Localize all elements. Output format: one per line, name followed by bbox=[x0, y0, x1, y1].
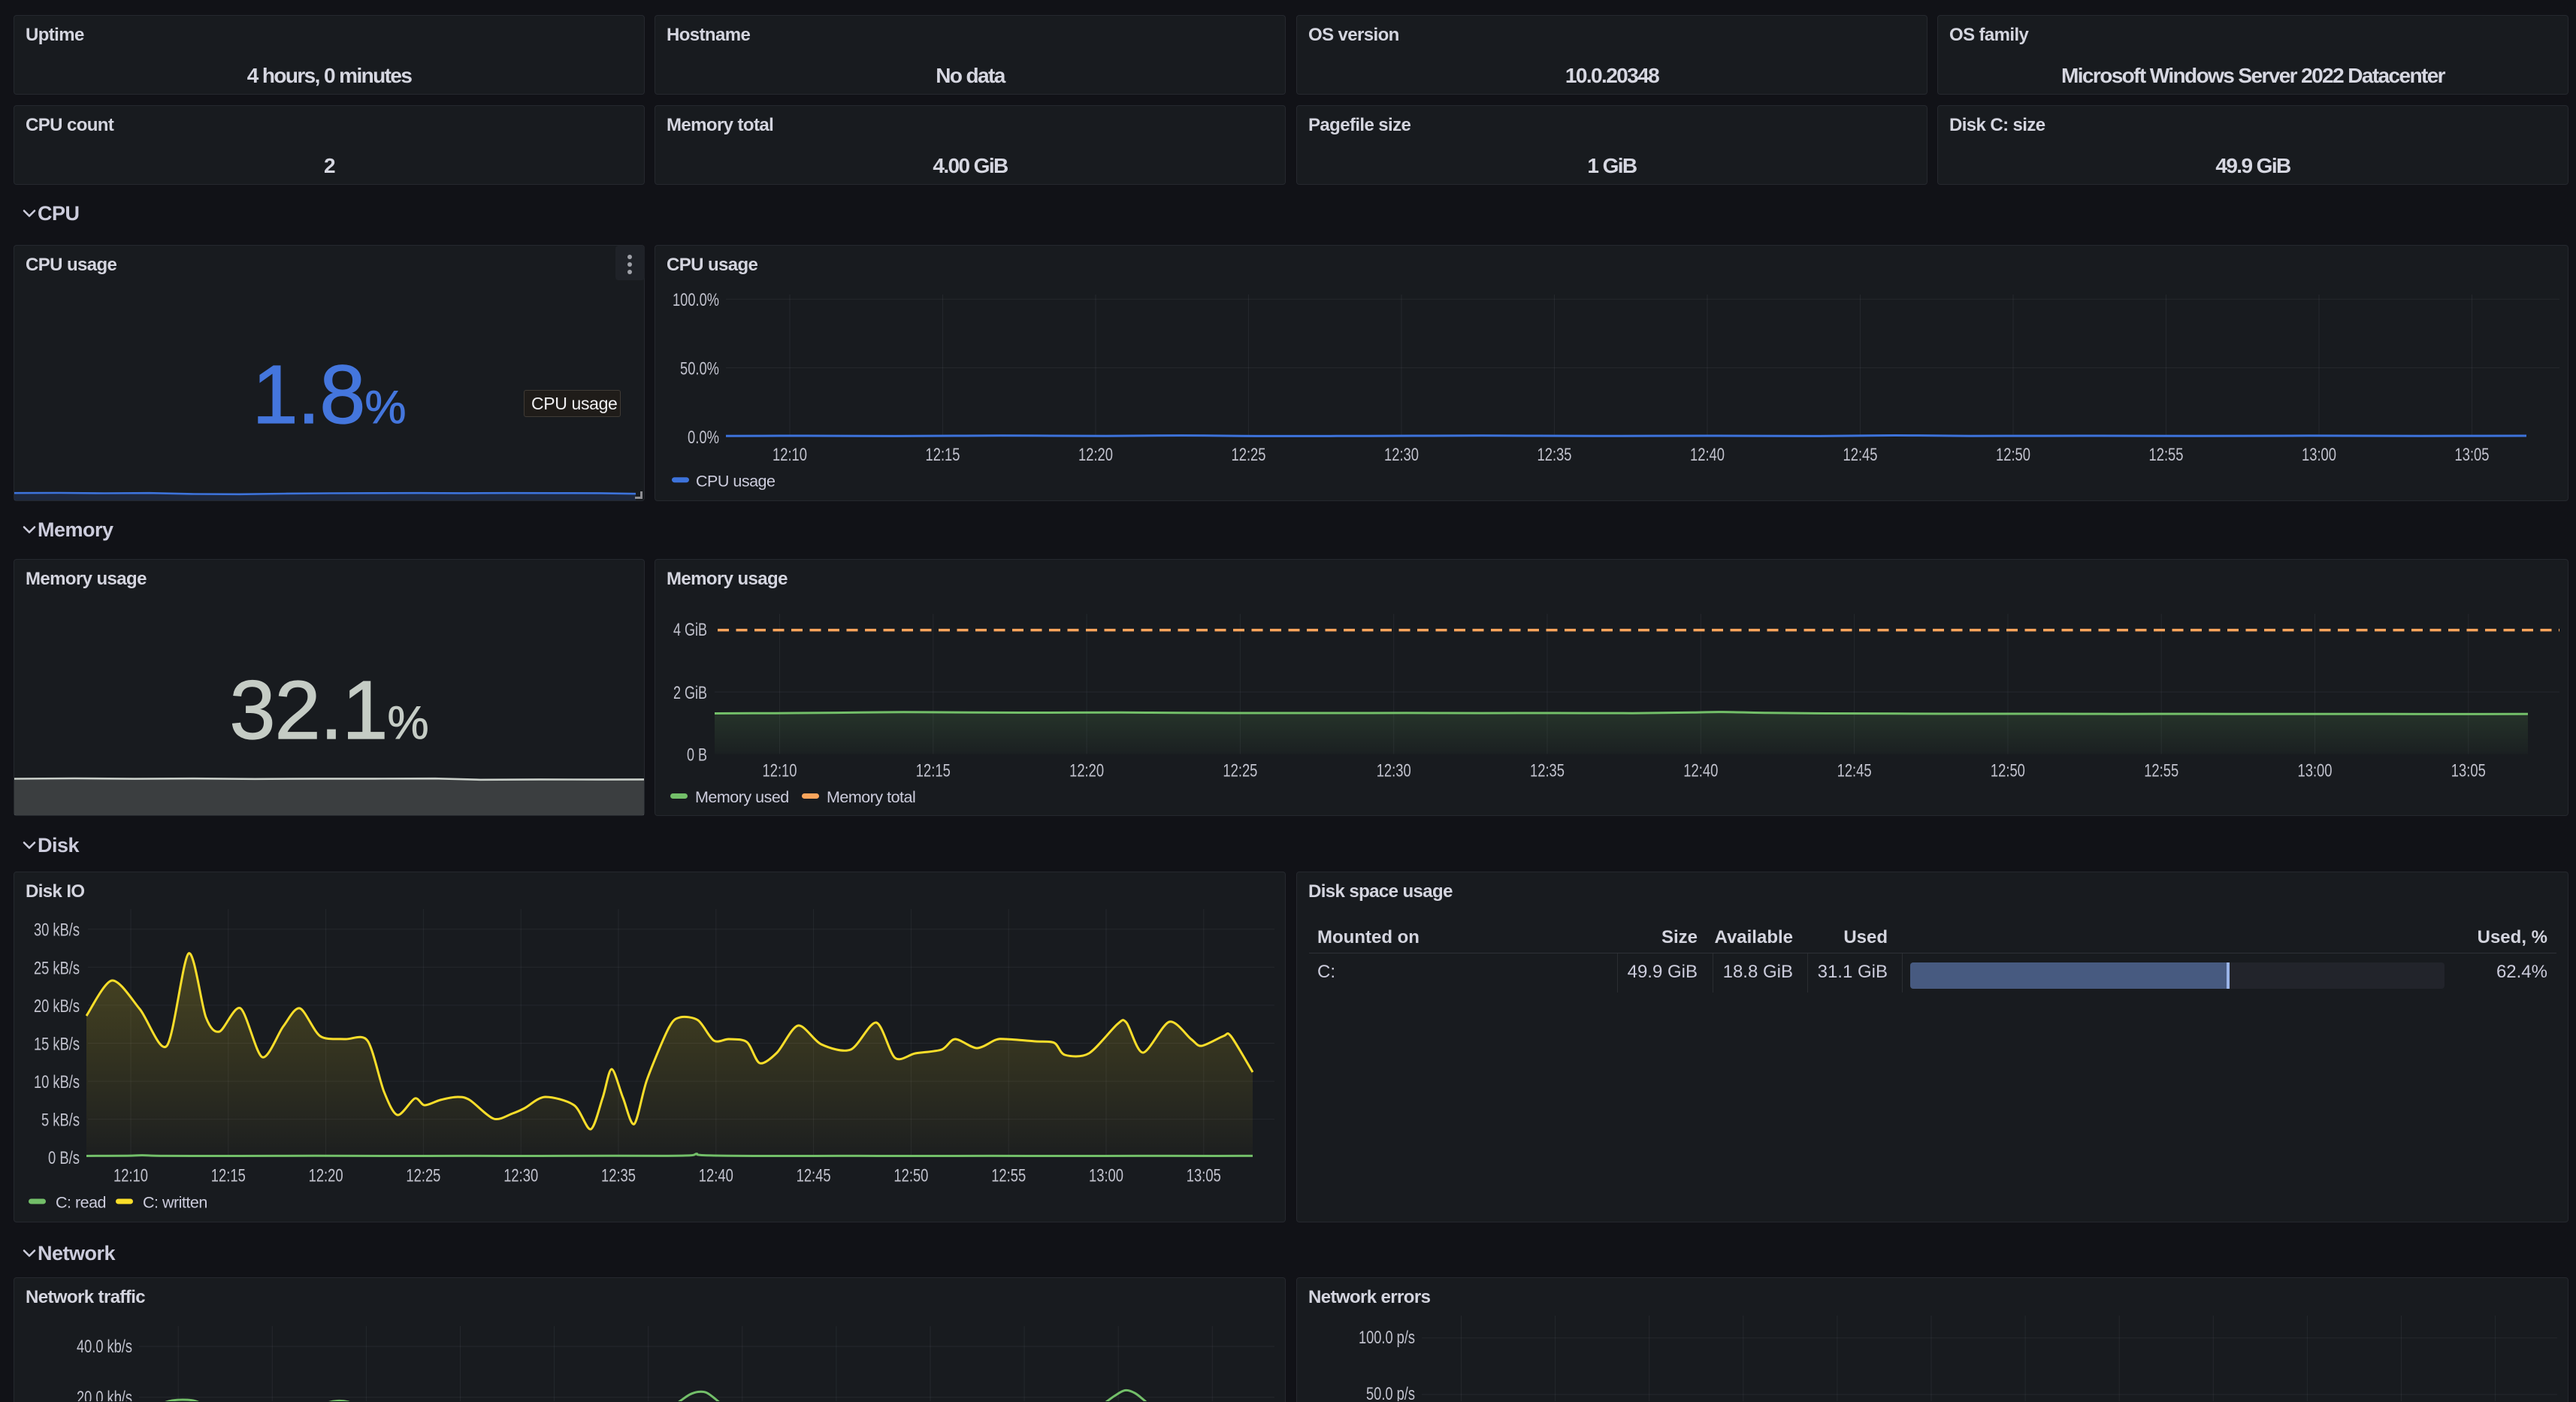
svg-text:30 kB/s: 30 kB/s bbox=[34, 920, 80, 941]
svg-text:12:50: 12:50 bbox=[1991, 761, 2025, 781]
svg-text:12:20: 12:20 bbox=[1078, 445, 1113, 465]
svg-text:12:10: 12:10 bbox=[772, 445, 807, 465]
svg-text:25 kB/s: 25 kB/s bbox=[34, 958, 80, 978]
svg-text:12:25: 12:25 bbox=[1232, 445, 1266, 465]
svg-text:12:20: 12:20 bbox=[1069, 761, 1104, 781]
svg-text:12:25: 12:25 bbox=[1223, 761, 1257, 781]
svg-text:13:00: 13:00 bbox=[2302, 445, 2336, 465]
svg-text:10 kB/s: 10 kB/s bbox=[34, 1072, 80, 1092]
svg-text:13:05: 13:05 bbox=[1187, 1165, 1221, 1186]
svg-text:12:55: 12:55 bbox=[991, 1165, 1026, 1186]
svg-text:2 GiB: 2 GiB bbox=[673, 683, 707, 703]
svg-text:0.0%: 0.0% bbox=[688, 428, 719, 448]
svg-text:12:10: 12:10 bbox=[113, 1165, 148, 1186]
svg-text:12:15: 12:15 bbox=[916, 761, 951, 781]
svg-text:12:30: 12:30 bbox=[1384, 445, 1419, 465]
svg-text:12:30: 12:30 bbox=[1377, 761, 1411, 781]
svg-text:15 kB/s: 15 kB/s bbox=[34, 1035, 80, 1055]
svg-text:5 kB/s: 5 kB/s bbox=[41, 1110, 80, 1131]
svg-text:12:50: 12:50 bbox=[893, 1165, 928, 1186]
svg-text:12:50: 12:50 bbox=[1996, 445, 2030, 465]
svg-text:Memory used: Memory used bbox=[695, 788, 789, 806]
svg-text:12:45: 12:45 bbox=[1837, 761, 1872, 781]
svg-text:CPU usage: CPU usage bbox=[696, 473, 775, 491]
svg-text:12:45: 12:45 bbox=[797, 1165, 831, 1186]
svg-text:12:40: 12:40 bbox=[1690, 445, 1725, 465]
svg-text:0 B/s: 0 B/s bbox=[48, 1148, 80, 1168]
svg-text:12:35: 12:35 bbox=[1530, 761, 1565, 781]
svg-text:12:40: 12:40 bbox=[699, 1165, 733, 1186]
svg-text:4 GiB: 4 GiB bbox=[673, 620, 707, 640]
svg-text:13:05: 13:05 bbox=[2455, 445, 2490, 465]
svg-text:12:30: 12:30 bbox=[503, 1165, 538, 1186]
svg-text:100.0%: 100.0% bbox=[673, 290, 719, 310]
svg-text:12:35: 12:35 bbox=[601, 1165, 636, 1186]
svg-text:C: read: C: read bbox=[56, 1194, 106, 1212]
svg-text:12:15: 12:15 bbox=[926, 445, 960, 465]
svg-text:40.0 kb/s: 40.0 kb/s bbox=[77, 1337, 132, 1357]
svg-text:12:20: 12:20 bbox=[309, 1165, 343, 1186]
svg-text:C: written: C: written bbox=[143, 1194, 207, 1212]
svg-text:12:15: 12:15 bbox=[211, 1165, 246, 1186]
svg-text:12:55: 12:55 bbox=[2149, 445, 2184, 465]
svg-text:13:00: 13:00 bbox=[1089, 1165, 1123, 1186]
svg-text:20 kB/s: 20 kB/s bbox=[34, 996, 80, 1017]
svg-text:12:25: 12:25 bbox=[406, 1165, 440, 1186]
svg-text:100.0 p/s: 100.0 p/s bbox=[1359, 1328, 1415, 1348]
svg-text:50.0%: 50.0% bbox=[680, 359, 719, 379]
svg-text:12:10: 12:10 bbox=[763, 761, 797, 781]
svg-text:0 B: 0 B bbox=[687, 745, 707, 766]
svg-text:13:05: 13:05 bbox=[2451, 761, 2486, 781]
svg-text:50.0 p/s: 50.0 p/s bbox=[1366, 1384, 1415, 1401]
svg-text:Memory total: Memory total bbox=[827, 788, 915, 806]
svg-text:12:45: 12:45 bbox=[1843, 445, 1878, 465]
svg-text:20.0 kb/s: 20.0 kb/s bbox=[77, 1388, 132, 1401]
svg-text:12:35: 12:35 bbox=[1537, 445, 1572, 465]
svg-text:12:55: 12:55 bbox=[2144, 761, 2178, 781]
svg-text:13:00: 13:00 bbox=[2298, 761, 2333, 781]
svg-text:12:40: 12:40 bbox=[1683, 761, 1718, 781]
